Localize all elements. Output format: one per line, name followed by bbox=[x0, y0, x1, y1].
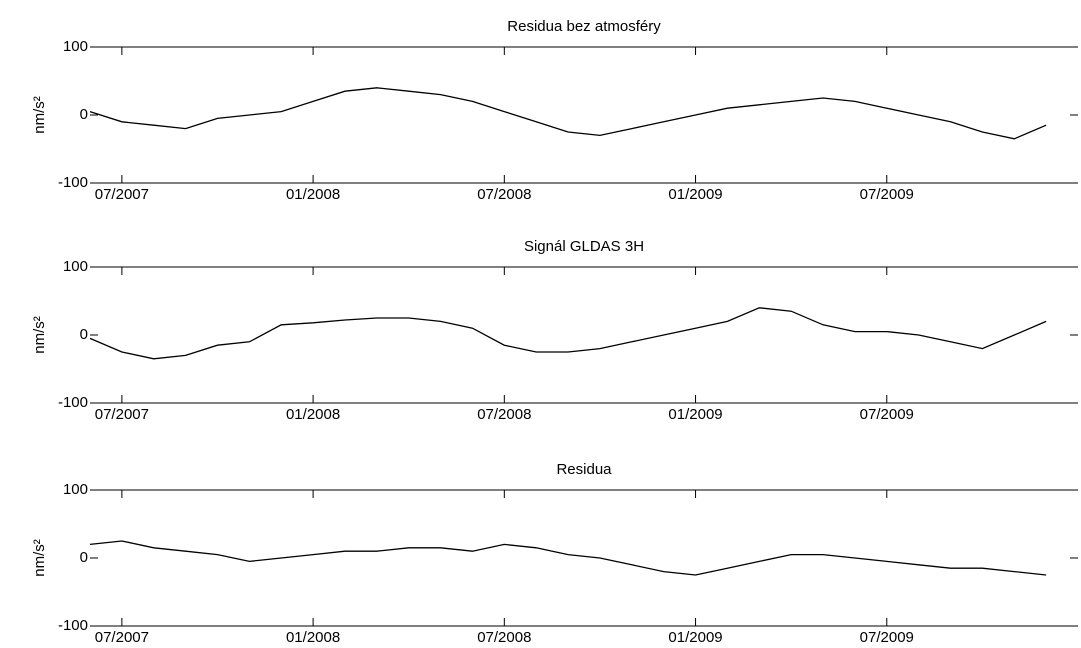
x-tick-label: 07/2009 bbox=[860, 186, 914, 203]
data-line bbox=[89, 307, 1047, 360]
y-axis-label: nm/s² bbox=[31, 316, 48, 354]
x-tick-label: 07/2008 bbox=[477, 629, 531, 646]
plot-title: Residua bez atmosféry bbox=[507, 18, 661, 35]
x-tick-label: 07/2007 bbox=[95, 629, 149, 646]
y-tick-label: 0 bbox=[80, 326, 88, 343]
x-tick-label: 01/2008 bbox=[286, 186, 340, 203]
y-tick-label: 100 bbox=[63, 481, 88, 498]
x-tick-label: 01/2009 bbox=[668, 186, 722, 203]
y-axis-label: nm/s² bbox=[31, 539, 48, 577]
y-tick-label: 0 bbox=[80, 106, 88, 123]
x-tick-label: 01/2009 bbox=[668, 406, 722, 423]
x-tick-label: 01/2008 bbox=[286, 406, 340, 423]
x-tick-label: 07/2009 bbox=[860, 406, 914, 423]
x-tick-label: 07/2008 bbox=[477, 406, 531, 423]
x-tick-label: 07/2008 bbox=[477, 186, 531, 203]
plot-title: Signál GLDAS 3H bbox=[524, 238, 644, 255]
y-tick-label: 100 bbox=[63, 38, 88, 55]
y-tick-label: -100 bbox=[58, 174, 88, 191]
x-tick-label: 07/2007 bbox=[95, 406, 149, 423]
y-tick-label: 0 bbox=[80, 549, 88, 566]
x-tick-label: 07/2009 bbox=[860, 629, 914, 646]
y-tick-label: -100 bbox=[58, 394, 88, 411]
y-tick-label: 100 bbox=[63, 258, 88, 275]
data-line bbox=[89, 540, 1047, 576]
x-tick-label: 01/2009 bbox=[668, 629, 722, 646]
x-tick-label: 01/2008 bbox=[286, 629, 340, 646]
data-line bbox=[89, 87, 1047, 140]
y-axis-label: nm/s² bbox=[31, 96, 48, 134]
plot-title: Residua bbox=[556, 461, 612, 478]
x-tick-label: 07/2007 bbox=[95, 186, 149, 203]
y-tick-label: -100 bbox=[58, 617, 88, 634]
